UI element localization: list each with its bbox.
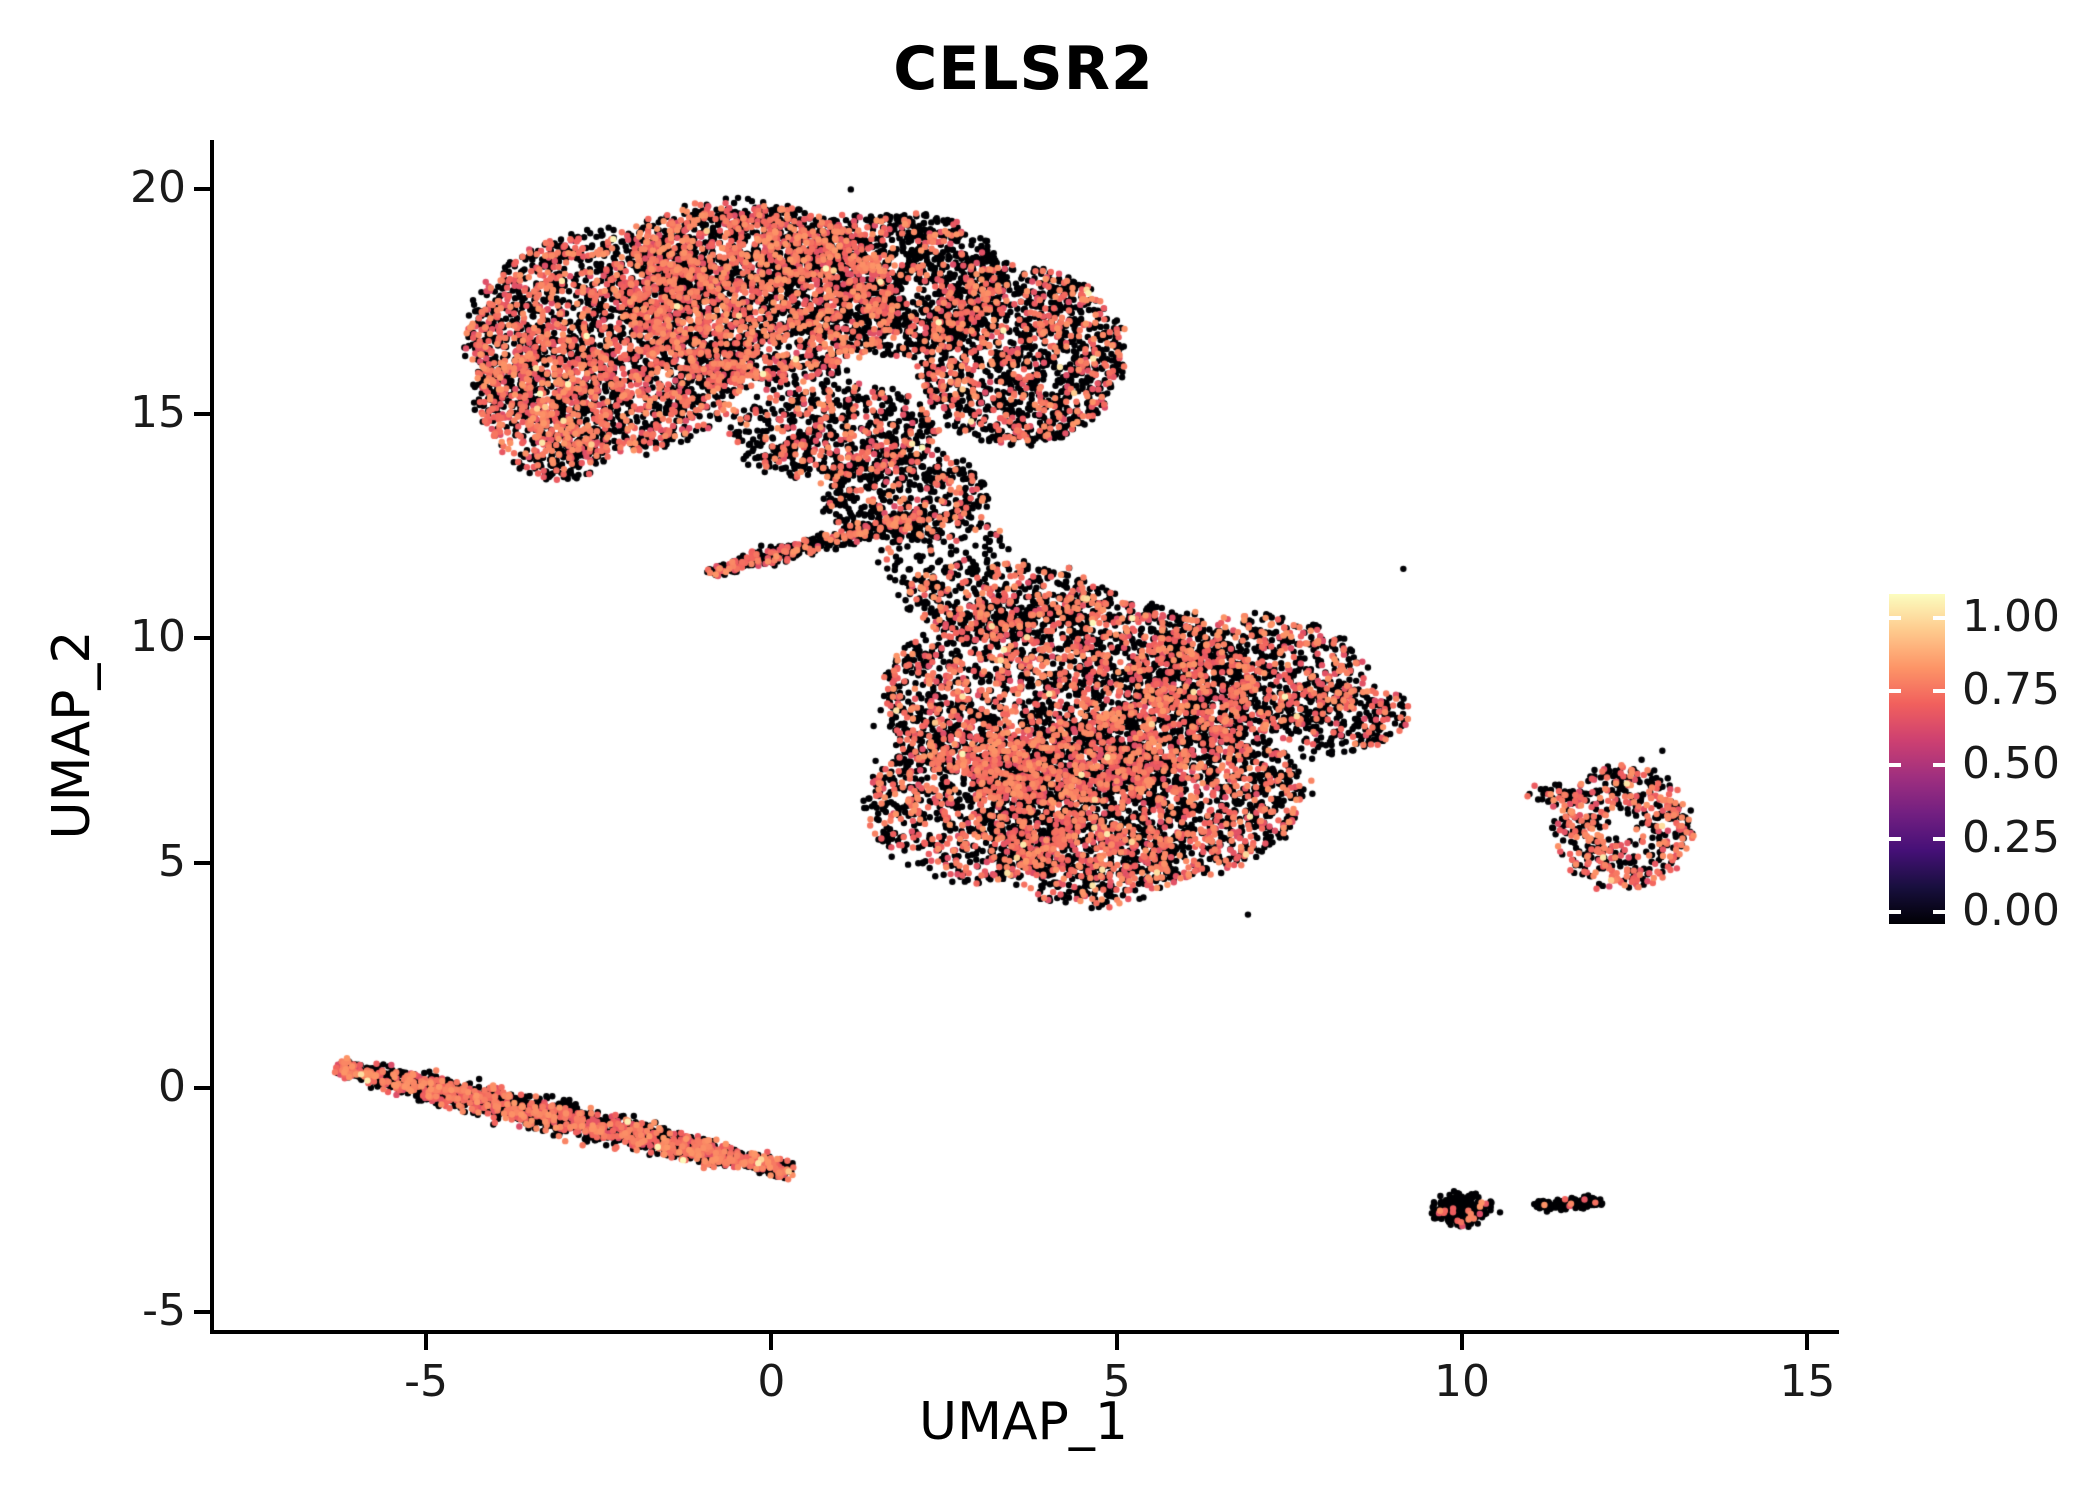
x-tick-label: 0 <box>757 1356 786 1407</box>
y-tick-label: 10 <box>130 611 186 663</box>
colorbar-tick-mark <box>1933 836 1945 841</box>
colorbar-tick-mark <box>1889 615 1901 620</box>
y-tick-label: 20 <box>130 162 186 214</box>
colorbar-tick-mark <box>1933 910 1945 915</box>
y-tick-mark <box>194 411 210 416</box>
colorbar-tick-label: 0.25 <box>1962 811 2060 863</box>
x-tick-label: 5 <box>1102 1356 1131 1407</box>
y-tick-mark <box>194 860 210 865</box>
x-tick-mark <box>1805 1334 1810 1350</box>
colorbar-tick-label: 0.75 <box>1962 664 2060 716</box>
colorbar-tick-mark <box>1933 615 1945 620</box>
y-tick-mark <box>194 1310 210 1315</box>
colorbar-tick-label: 0.50 <box>1962 737 2060 789</box>
y-axis-line <box>210 140 214 1334</box>
y-tick-label: 15 <box>130 386 186 438</box>
x-tick-mark <box>424 1334 429 1350</box>
x-tick-mark <box>769 1334 774 1350</box>
y-tick-mark <box>194 636 210 641</box>
x-axis-line <box>210 1330 1839 1334</box>
colorbar-tick-mark <box>1889 689 1901 694</box>
colorbar-tick-mark <box>1889 762 1901 767</box>
x-tick-label: 10 <box>1434 1356 1491 1407</box>
x-tick-mark <box>1460 1334 1465 1350</box>
x-tick-label: 15 <box>1779 1356 1836 1407</box>
y-tick-label: 0 <box>158 1060 186 1112</box>
colorbar-tick-mark <box>1889 836 1901 841</box>
colorbar-tick-mark <box>1889 910 1901 915</box>
y-tick-mark <box>194 187 210 192</box>
colorbar-tick-mark <box>1933 762 1945 767</box>
colorbar-tick-mark <box>1933 689 1945 694</box>
x-tick-label: -5 <box>404 1356 449 1407</box>
y-tick-mark <box>194 1085 210 1090</box>
y-tick-label: 5 <box>158 835 186 887</box>
colorbar-tick-label: 1.00 <box>1962 590 2060 642</box>
y-tick-label: -5 <box>142 1285 186 1337</box>
colorbar-gradient <box>1889 594 1945 924</box>
x-tick-mark <box>1114 1334 1119 1350</box>
colorbar-tick-label: 0.00 <box>1962 885 2060 937</box>
